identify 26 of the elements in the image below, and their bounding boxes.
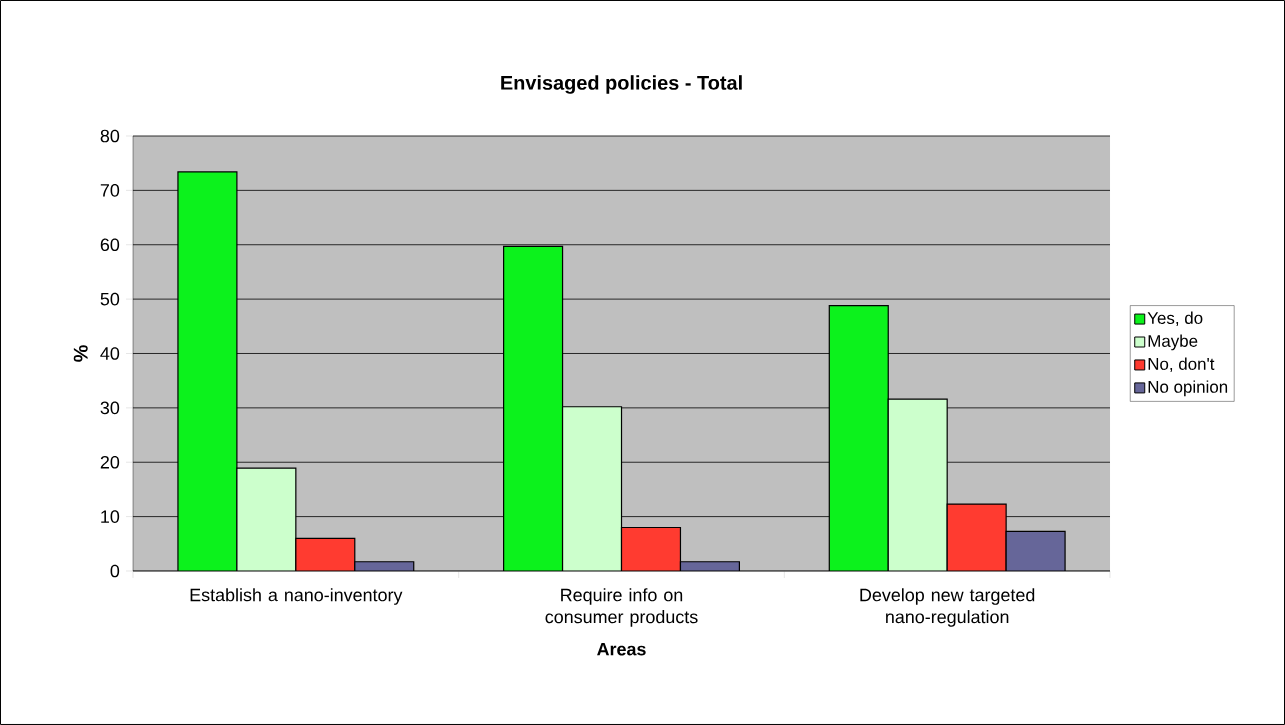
bar	[561, 406, 623, 571]
legend-label: Yes, do	[1147, 311, 1203, 327]
y-axis-title: %	[73, 345, 88, 362]
legend-label: No, don't	[1148, 357, 1215, 372]
bar	[1005, 530, 1066, 571]
legend-label: Maybe	[1148, 334, 1198, 351]
x-tick-label: Develop new targeted nano-regulation	[860, 588, 1035, 627]
y-tick-label: 30	[100, 401, 120, 415]
x-axis-title: Areas	[597, 642, 646, 656]
y-tick-label: 50	[100, 292, 120, 306]
bar	[946, 503, 1007, 571]
bar	[620, 526, 682, 571]
x-tick-label: Establish a nano-inventory	[190, 588, 403, 605]
y-tick-label: 60	[100, 238, 120, 252]
x-tick-label: Require info on consumer products	[545, 588, 698, 627]
bar	[887, 398, 948, 571]
legend-label: No opinion	[1148, 380, 1228, 397]
y-tick-label: 10	[101, 510, 120, 523]
y-tick-label: 40	[100, 347, 120, 360]
y-tick-label: 20	[100, 455, 120, 469]
y-tick-label: 0	[110, 564, 120, 578]
bar	[236, 467, 297, 571]
bar	[295, 537, 356, 571]
y-tick-label: 80	[100, 129, 120, 143]
chart-title: Envisaged policies - Total	[501, 75, 742, 94]
y-tick-label: 70	[100, 184, 120, 197]
